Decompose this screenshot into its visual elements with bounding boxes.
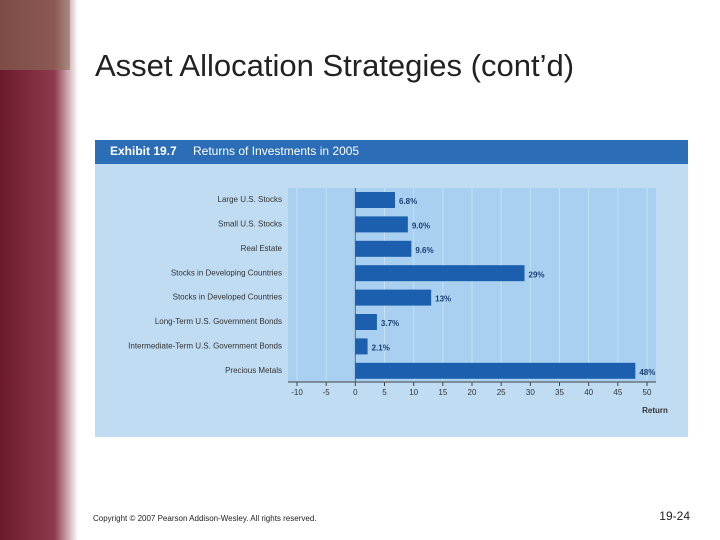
value-label: 6.8% (399, 197, 417, 206)
chart-title: Returns of Investments in 2005 (193, 144, 359, 158)
exhibit-label: Exhibit 19.7 (110, 144, 177, 158)
x-tick-label: 30 (526, 388, 535, 397)
page-number: 19-24 (659, 509, 690, 523)
x-tick-label: 35 (555, 388, 564, 397)
value-label: 13% (435, 295, 451, 304)
bar (355, 289, 432, 306)
category-label: Intermediate-Term U.S. Government Bonds (128, 342, 282, 351)
category-label: Precious Metals (225, 366, 282, 375)
x-axis-label: Return (642, 406, 668, 415)
corner-image (0, 0, 70, 70)
category-label: Long-Term U.S. Government Bonds (155, 317, 282, 326)
category-label: Small U.S. Stocks (218, 220, 282, 229)
value-label: 9.0% (412, 222, 430, 231)
category-label: Stocks in Developed Countries (173, 293, 282, 302)
x-tick-label: 5 (382, 388, 387, 397)
slide-title: Asset Allocation Strategies (cont’d) (95, 48, 574, 83)
x-tick-label: 20 (468, 388, 477, 397)
bar (355, 192, 395, 208)
category-label: Real Estate (241, 244, 283, 253)
value-label: 48% (639, 368, 655, 377)
side-strip (0, 0, 78, 540)
value-label: 9.6% (415, 246, 433, 255)
bar (355, 338, 368, 355)
x-tick-label: 15 (438, 388, 447, 397)
bar (355, 362, 636, 379)
footer: Copyright © 2007 Pearson Addison-Wesley.… (93, 514, 317, 523)
category-label: Large U.S. Stocks (218, 195, 282, 204)
bar (355, 265, 525, 282)
value-label: 3.7% (381, 319, 399, 328)
x-tick-label: 50 (643, 388, 652, 397)
x-tick-label: 45 (613, 388, 622, 397)
bar (355, 216, 408, 233)
value-label: 29% (529, 270, 545, 279)
x-tick-label: -10 (291, 388, 303, 397)
exhibit-header (95, 140, 688, 164)
x-tick-label: 10 (409, 388, 418, 397)
x-tick-label: 0 (353, 388, 358, 397)
bar (355, 314, 377, 330)
category-label: Stocks in Developing Countries (171, 268, 282, 277)
x-tick-label: 40 (584, 388, 593, 397)
x-tick-label: 25 (497, 388, 506, 397)
x-tick-label: -5 (323, 388, 331, 397)
bar (355, 240, 412, 257)
value-label: 2.1% (372, 344, 390, 353)
